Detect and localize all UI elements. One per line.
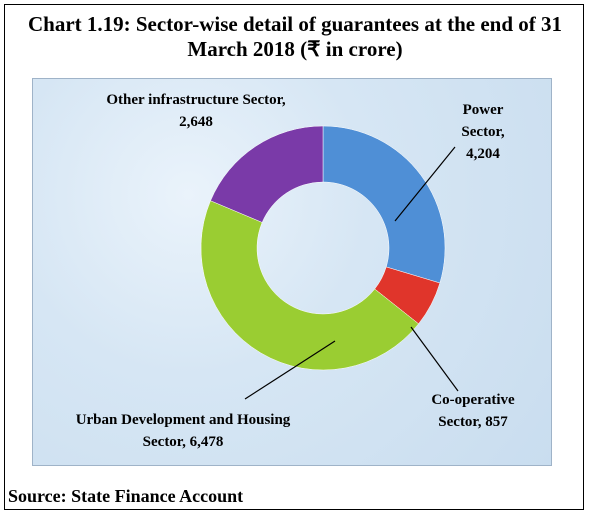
label-separator: ,: [477, 414, 482, 430]
label-separator: ,: [281, 92, 286, 108]
value-label: 857: [485, 414, 508, 430]
donut-segment: [322, 125, 446, 284]
data-label: Other infrastructure Sector, 2,648: [101, 89, 291, 133]
category-label: Co-operative Sector: [431, 392, 515, 430]
leader-line: [410, 326, 459, 392]
leader-line: [394, 146, 456, 222]
leader-line: [244, 340, 336, 400]
data-label: Power Sector, 4,204: [448, 99, 518, 165]
value-label: 6,478: [189, 434, 224, 450]
donut-segment: [210, 125, 324, 223]
plot-area: Power Sector, 4,204 Co-operative Sector, …: [32, 78, 552, 466]
chart: [200, 125, 459, 400]
donut-segment: [200, 200, 419, 371]
label-separator: ,: [182, 434, 186, 450]
value-label: 2,648: [179, 114, 213, 130]
source: Source: State Finance Account: [8, 486, 244, 506]
category-label: Power Sector: [461, 102, 504, 140]
category-label: Urban Development and Housing Sector: [75, 412, 291, 450]
category-label: Other infrastructure Sector: [106, 92, 282, 108]
data-label: Urban Development and Housing Sector, 6,…: [73, 409, 293, 453]
label-separator: ,: [500, 124, 505, 140]
data-label: Co-operative Sector, 857: [413, 389, 533, 433]
frame: [4, 4, 584, 510]
value-label: 4,204: [466, 146, 500, 162]
chart-title: Chart 1.19: Sector-wise detail of guaran…: [27, 12, 563, 61]
